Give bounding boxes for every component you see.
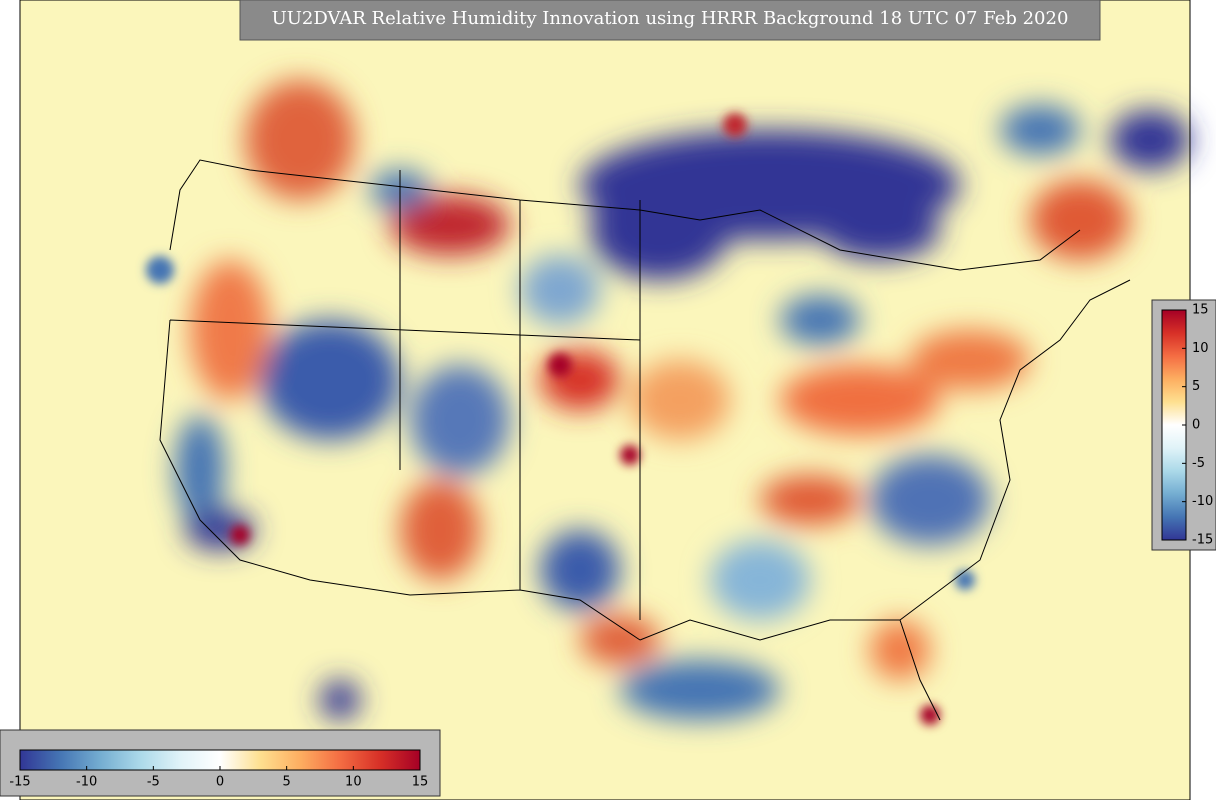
colorbar-tick-label: 5 xyxy=(1192,379,1200,394)
colorbar-tick-label: 0 xyxy=(216,775,224,790)
colorbar-tick-label: -10 xyxy=(1192,494,1213,509)
colorbars: -15 -10 -5 0 5 10 15 15 10 5 0 -5 -10 -15 xyxy=(0,299,1216,797)
colorbar-tick-label: -15 xyxy=(9,775,30,790)
colorbar-tick-label: 5 xyxy=(283,775,291,790)
colorbar-tick-label: 15 xyxy=(1192,303,1209,318)
colorbar-tick-label: 15 xyxy=(412,775,429,790)
colorbar-tick-label: -5 xyxy=(1192,456,1205,471)
title-box: UU2DVAR Relative Humidity Innovation usi… xyxy=(239,0,1101,41)
colorbar-tick-label: -15 xyxy=(1192,533,1213,548)
map-field xyxy=(19,0,1191,800)
map-title: UU2DVAR Relative Humidity Innovation usi… xyxy=(272,8,1069,29)
colorbar-tick-label: -10 xyxy=(76,775,97,790)
colorbar-tick-label: 10 xyxy=(1192,341,1209,356)
colorbar-tick-label: 0 xyxy=(1192,418,1200,433)
colorbar-tick-label: -5 xyxy=(147,775,160,790)
colorbar-tick-label: 10 xyxy=(345,775,362,790)
